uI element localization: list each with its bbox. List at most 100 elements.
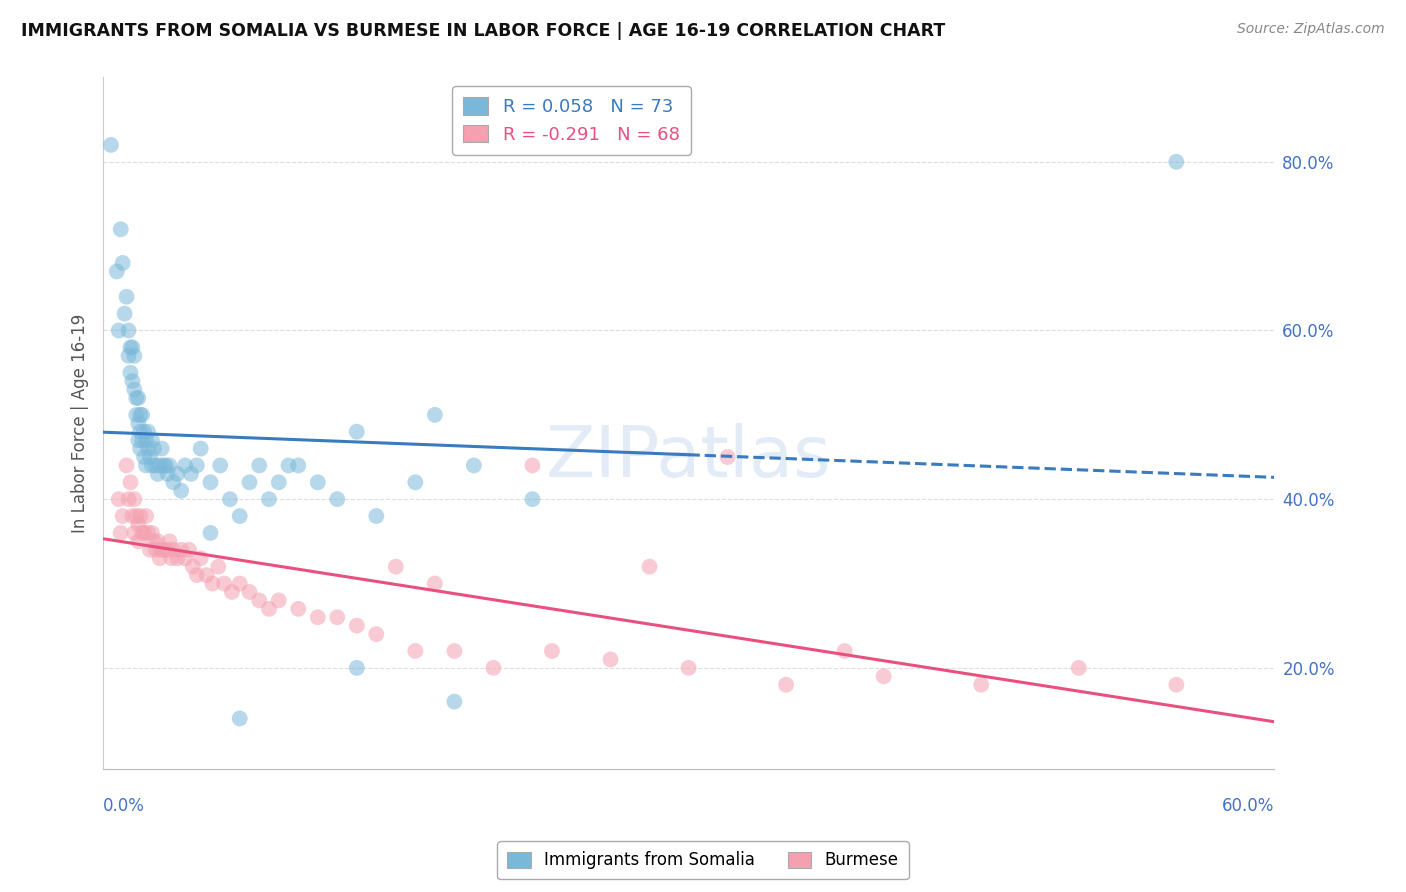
Point (105, 264, 128, 278)
Point (121, 340, 143, 354)
Point (287, 458, 309, 473)
Point (120, 475, 142, 490)
Point (121, 509, 143, 524)
Point (120, 366, 142, 380)
Point (247, 458, 270, 473)
Point (872, 669, 894, 683)
Point (131, 433, 153, 447)
Point (125, 408, 148, 422)
Point (132, 425, 155, 439)
Point (257, 602, 280, 616)
Point (307, 610, 329, 624)
Point (107, 323, 129, 337)
Point (132, 525, 155, 540)
Point (156, 542, 179, 557)
Text: 0.0%: 0.0% (103, 797, 145, 814)
Point (209, 458, 232, 473)
Point (156, 467, 179, 481)
Point (127, 517, 149, 532)
Point (1166, 154, 1188, 169)
Point (201, 576, 224, 591)
Point (366, 509, 388, 524)
Point (131, 525, 153, 540)
Point (195, 568, 218, 582)
Point (124, 383, 146, 397)
Point (146, 534, 169, 549)
Point (121, 374, 143, 388)
Point (541, 644, 564, 658)
Point (141, 525, 163, 540)
Point (190, 551, 212, 566)
Point (221, 585, 243, 599)
Point (145, 542, 167, 557)
Point (186, 568, 208, 582)
Point (125, 391, 148, 405)
Point (423, 576, 446, 591)
Point (970, 678, 993, 692)
Point (117, 492, 139, 507)
Point (124, 492, 146, 507)
Point (174, 551, 197, 566)
Text: ZIPatlas: ZIPatlas (546, 424, 831, 492)
Point (463, 458, 485, 473)
Point (366, 627, 388, 641)
Point (678, 661, 700, 675)
Point (267, 593, 290, 607)
Point (110, 222, 132, 236)
Point (238, 585, 260, 599)
Point (129, 509, 152, 524)
Point (120, 340, 142, 354)
Point (200, 525, 222, 540)
Point (212, 576, 235, 591)
Point (834, 644, 856, 658)
Point (139, 542, 162, 557)
Point (115, 290, 138, 304)
Point (423, 408, 446, 422)
Point (180, 467, 202, 481)
Point (132, 450, 155, 464)
Point (162, 475, 184, 490)
Point (181, 559, 204, 574)
Point (177, 542, 200, 557)
Point (117, 349, 139, 363)
Point (146, 467, 169, 481)
Point (149, 458, 172, 473)
Point (129, 408, 152, 422)
Legend: R = 0.058   N = 73, R = -0.291   N = 68: R = 0.058 N = 73, R = -0.291 N = 68 (453, 87, 690, 155)
Point (166, 467, 188, 481)
Point (228, 711, 250, 725)
Point (186, 458, 208, 473)
Point (114, 307, 136, 321)
Point (522, 458, 544, 473)
Point (127, 417, 149, 431)
Point (127, 534, 149, 549)
Point (638, 559, 661, 574)
Legend: Immigrants from Somalia, Burmese: Immigrants from Somalia, Burmese (498, 841, 908, 880)
Y-axis label: In Labor Force | Age 16-19: In Labor Force | Age 16-19 (72, 314, 89, 533)
Point (159, 534, 181, 549)
Point (385, 559, 408, 574)
Point (443, 644, 465, 658)
Point (159, 458, 181, 473)
Point (346, 618, 368, 632)
Point (111, 509, 134, 524)
Point (207, 559, 229, 574)
Point (129, 442, 152, 456)
Point (115, 458, 138, 473)
Point (482, 661, 505, 675)
Point (136, 525, 159, 540)
Point (326, 610, 349, 624)
Point (129, 425, 152, 439)
Point (277, 458, 299, 473)
Point (228, 576, 250, 591)
Point (110, 525, 132, 540)
Text: Source: ZipAtlas.com: Source: ZipAtlas.com (1237, 22, 1385, 37)
Point (307, 475, 329, 490)
Point (267, 475, 290, 490)
Point (326, 492, 349, 507)
Point (141, 458, 163, 473)
Point (152, 458, 174, 473)
Point (155, 458, 177, 473)
Point (716, 450, 738, 464)
Point (190, 442, 212, 456)
